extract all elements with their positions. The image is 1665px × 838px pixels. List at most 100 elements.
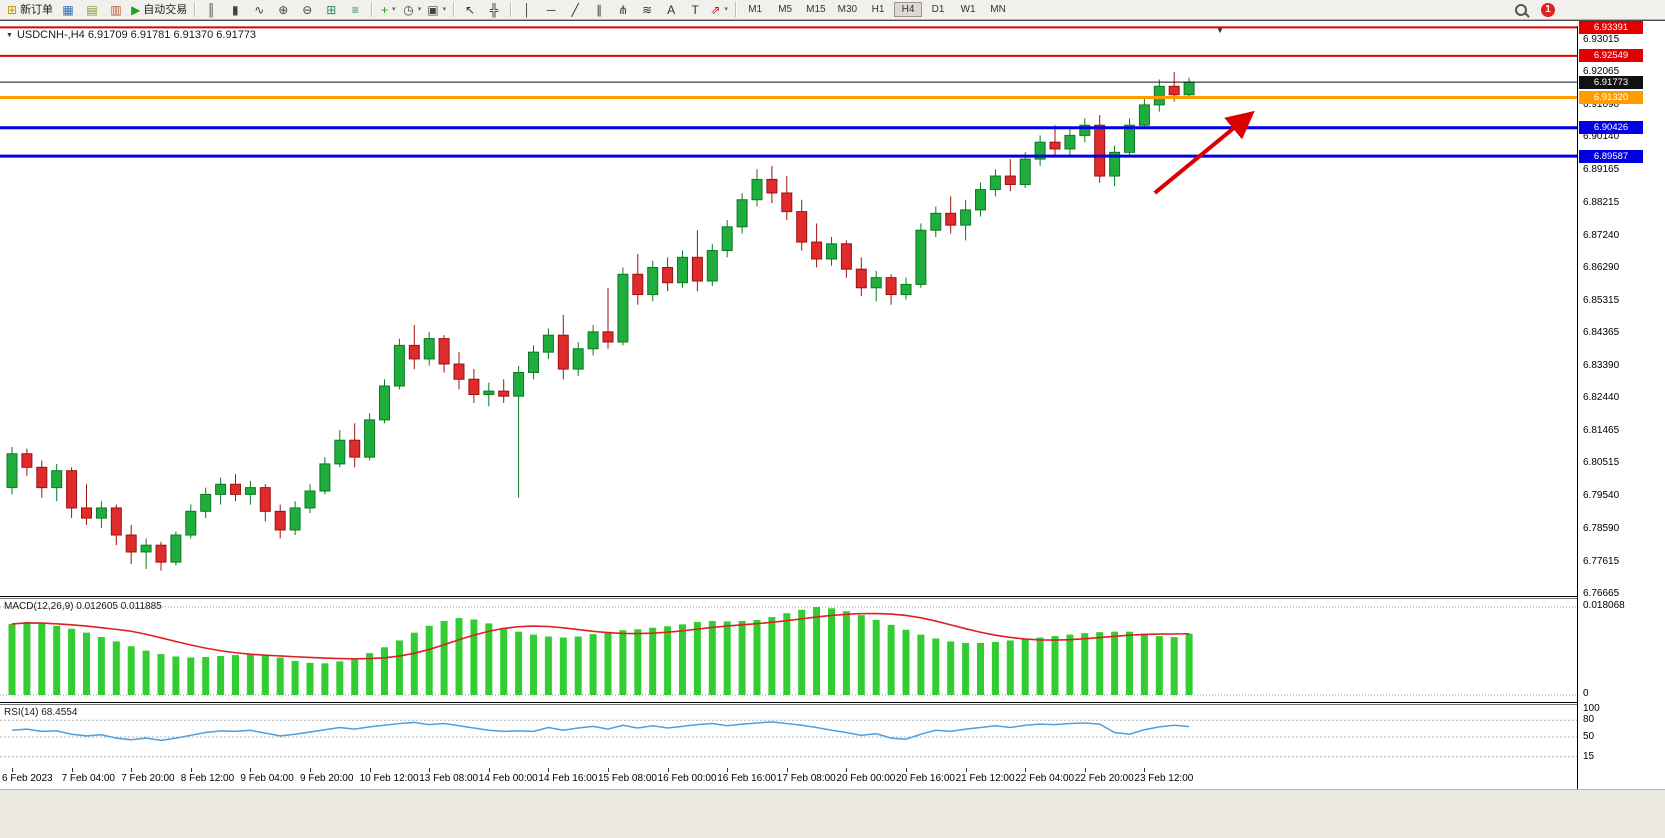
macd-histogram-bar: [1155, 636, 1163, 695]
macd-histogram-bar: [68, 628, 76, 695]
candle-body: [453, 363, 465, 380]
candle-body: [930, 212, 942, 231]
period-clock-dropdown-icon[interactable]: ▾: [417, 5, 422, 13]
auto-trading-button[interactable]: ▶ 自动交易: [128, 0, 190, 20]
timeframe-m15[interactable]: M15: [806, 4, 826, 15]
template-dropdown-icon[interactable]: ▾: [442, 5, 447, 13]
rsi-pane[interactable]: RSI(14) 68.4554: [0, 704, 1577, 769]
price-scale-label: 6.81465: [1583, 425, 1620, 437]
timeframe-w1[interactable]: W1: [960, 4, 976, 15]
timeframe-mn[interactable]: MN: [990, 4, 1006, 15]
timeframe-m5[interactable]: M5: [778, 4, 793, 15]
price-scale-label: 6.84365: [1583, 327, 1620, 338]
candle-body: [840, 243, 852, 270]
toolbar-separator: [510, 2, 512, 17]
candle: [1019, 152, 1031, 188]
chart-window[interactable]: ▼ USDCNH-,H4 6.91709 6.91781 6.91370 6.9…: [0, 20, 1665, 838]
macd-histogram-bar: [634, 629, 642, 695]
macd-histogram-bar: [649, 627, 657, 695]
new-order-button[interactable]: ⊞ 新订单: [4, 0, 56, 20]
main-chart-pane[interactable]: ▼ USDCNH-,H4 6.91709 6.91781 6.91370 6.9…: [0, 26, 1577, 597]
timeframe-m30[interactable]: M30: [837, 4, 858, 15]
period-clock-button[interactable]: ◷ ▾: [400, 0, 424, 20]
crosshair-button[interactable]: ╬: [482, 0, 506, 20]
macd-histogram-bar: [276, 657, 284, 695]
price-level-badge: 6.92549: [1579, 49, 1643, 63]
zoom-in-button[interactable]: ⊕: [271, 0, 295, 20]
tile-windows-button[interactable]: ⊞: [319, 0, 343, 20]
time-axis-tick: [667, 768, 669, 772]
timeframe-h4[interactable]: H4: [894, 2, 923, 17]
time-axis-tick: [906, 768, 907, 772]
navigator-icon: ▥: [110, 2, 122, 17]
macd-histogram-bar: [381, 647, 388, 695]
candle-body: [811, 241, 823, 260]
pitchfork-icon: ⋔: [618, 2, 629, 17]
indicator-list-button[interactable]: ≡: [343, 0, 367, 20]
macd-pane[interactable]: MACD(12,26,9) 0.012605 0.011885: [0, 598, 1577, 703]
candlestick-chart-button[interactable]: ▮: [223, 0, 247, 20]
add-indicator-dropdown-icon[interactable]: ▾: [392, 5, 396, 13]
navigator-button[interactable]: ▥: [104, 0, 128, 20]
candle-body: [1079, 124, 1091, 136]
candle: [110, 504, 122, 546]
candle: [81, 484, 92, 525]
chart-shift-marker-icon[interactable]: ▼: [1216, 26, 1224, 35]
candle: [453, 352, 465, 390]
candle: [885, 274, 897, 305]
timeframe-d1[interactable]: D1: [931, 4, 945, 15]
time-axis-tick: [548, 768, 550, 772]
arrows-tool-button[interactable]: ⇗ ▾: [707, 0, 731, 20]
notification-badge[interactable]: 1: [1541, 2, 1555, 17]
fibonacci-button[interactable]: ≋: [635, 0, 659, 20]
macd-histogram-bar: [321, 663, 329, 695]
horizontal-line-button[interactable]: ─: [539, 0, 563, 20]
macd-histogram-bar: [1126, 631, 1133, 695]
search-button[interactable]: [1509, 0, 1533, 20]
text-button[interactable]: A: [659, 0, 683, 20]
market-watch-button[interactable]: ▦: [56, 0, 80, 20]
price-scale-label: 6.89165: [1583, 164, 1620, 176]
candlestick-chart[interactable]: [0, 26, 1577, 596]
data-window-button[interactable]: ▤: [80, 0, 104, 20]
price-axis[interactable]: 6.93015 6.92065 6.91090 6.90140 6.89165 6.882…: [1577, 20, 1665, 789]
candle: [66, 467, 78, 519]
zoom-out-icon: ⊖: [302, 2, 313, 17]
candle-body: [319, 463, 331, 492]
price-scale-label: 6.83390: [1583, 360, 1620, 372]
time-axis[interactable]: 6 Feb 2023 7 Feb 04:00 7 Feb 20:00 8 Feb 12…: [0, 768, 1577, 789]
label-button[interactable]: T: [683, 0, 707, 20]
timeframe-h1[interactable]: H1: [871, 4, 885, 15]
candlestick-chart-icon: ▮: [231, 2, 239, 17]
line-chart-button[interactable]: ∿: [247, 0, 271, 20]
zoom-out-button[interactable]: ⊖: [295, 0, 319, 20]
vertical-line-button[interactable]: │: [515, 0, 539, 20]
candle-body: [438, 338, 450, 365]
template-button[interactable]: ▣ ▾: [424, 0, 449, 20]
time-axis-label: 14 Feb 00:00: [478, 773, 538, 784]
time-axis-tick: [846, 768, 848, 772]
timeframe-m1[interactable]: M1: [748, 4, 763, 15]
candle-body: [1168, 85, 1180, 96]
rsi-scale-label: 100: [1583, 703, 1600, 714]
macd-histogram-bar: [306, 662, 314, 695]
macd-histogram-bar: [977, 642, 984, 695]
candle-body: [542, 334, 554, 353]
trendline-button[interactable]: ╱: [563, 0, 587, 20]
pitchfork-button[interactable]: ⋔: [611, 0, 635, 20]
macd-histogram-bar: [470, 619, 478, 695]
chart-collapse-icon[interactable]: ▼: [6, 31, 13, 39]
channel-button[interactable]: ∥: [587, 0, 611, 20]
candle: [647, 260, 659, 302]
candle: [587, 325, 599, 356]
macd-histogram-bar: [664, 626, 672, 695]
bar-chart-button[interactable]: ║: [199, 0, 223, 20]
candle: [989, 169, 1001, 197]
add-indicator-button[interactable]: + ▾: [376, 0, 400, 20]
trend-arrow-annotation[interactable]: [1153, 110, 1255, 195]
arrows-tool-dropdown-icon[interactable]: ▾: [724, 5, 728, 13]
candle-body: [1064, 134, 1076, 150]
macd-histogram-bar: [395, 640, 403, 695]
cursor-button[interactable]: ↖: [458, 0, 482, 20]
vertical-line-icon: │: [523, 2, 531, 17]
